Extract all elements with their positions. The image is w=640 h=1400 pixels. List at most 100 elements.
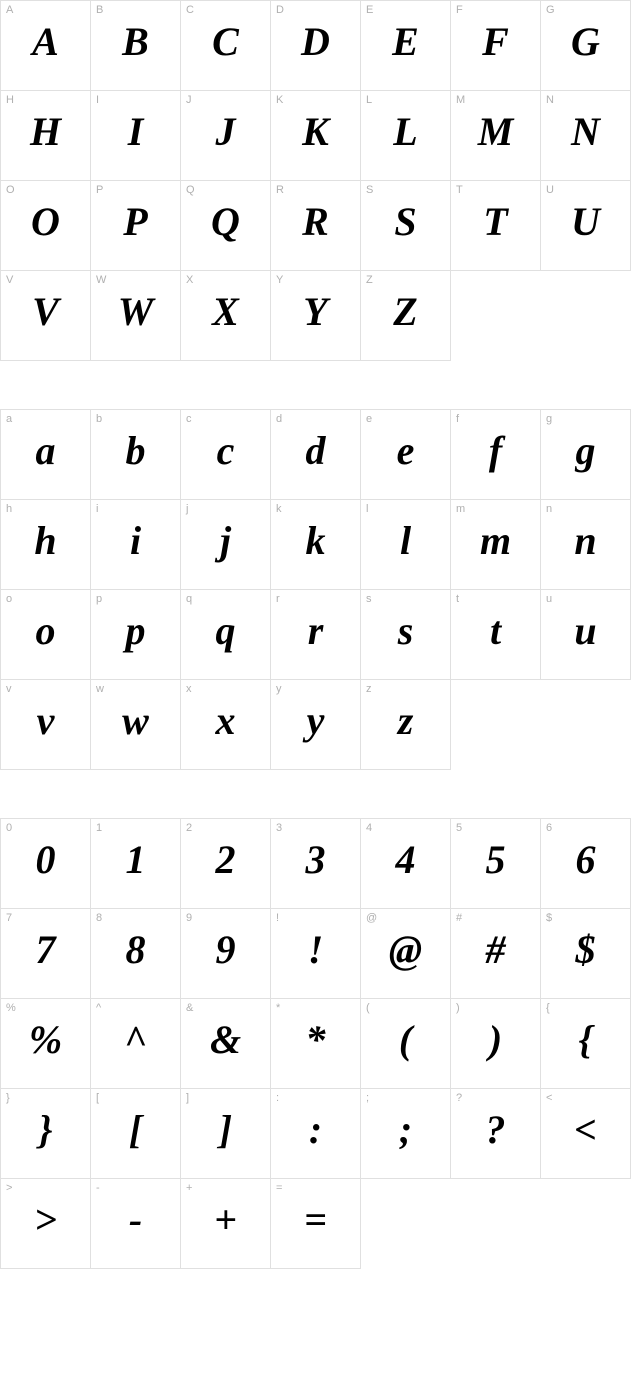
glyph-cell: kk <box>271 500 361 590</box>
glyph-cell: WW <box>91 271 181 361</box>
glyph-cell: zz <box>361 680 451 770</box>
glyph-char: 7 <box>36 930 56 970</box>
glyph-cell: AA <box>1 1 91 91</box>
glyph-cell: %% <box>1 999 91 1089</box>
glyph-cell: >> <box>1 1179 91 1269</box>
glyph-label: 4 <box>366 822 372 834</box>
glyph-cell: nn <box>541 500 631 590</box>
glyph-cell: TT <box>451 181 541 271</box>
glyph-cell: 99 <box>181 909 271 999</box>
glyph-label: I <box>96 94 99 106</box>
glyph-cell: uu <box>541 590 631 680</box>
glyph-char: N <box>571 112 600 152</box>
glyph-cell: OO <box>1 181 91 271</box>
glyph-cell: 00 <box>1 819 91 909</box>
glyph-char: h <box>34 521 56 561</box>
glyph-label: D <box>276 4 284 16</box>
glyph-cell: vv <box>1 680 91 770</box>
glyph-char: I <box>128 112 144 152</box>
glyph-char: 1 <box>126 840 146 880</box>
glyph-label: f <box>456 413 459 425</box>
glyph-char: 0 <box>36 840 56 880</box>
glyph-label: ) <box>456 1002 460 1014</box>
glyph-label: V <box>6 274 13 286</box>
glyph-label: 1 <box>96 822 102 834</box>
glyph-label: m <box>456 503 465 515</box>
glyph-cell: rr <box>271 590 361 680</box>
glyph-char: S <box>394 202 416 242</box>
glyph-char: ; <box>399 1110 412 1150</box>
glyph-char: 2 <box>216 840 236 880</box>
glyph-label: < <box>546 1092 552 1104</box>
glyph-cell: ?? <box>451 1089 541 1179</box>
glyph-cell: ^^ <box>91 999 181 1089</box>
glyph-cell: 88 <box>91 909 181 999</box>
glyph-label: * <box>276 1002 280 1014</box>
glyph-label: q <box>186 593 192 605</box>
glyph-cell: EE <box>361 1 451 91</box>
glyph-label: C <box>186 4 194 16</box>
glyph-label: % <box>6 1002 16 1014</box>
glyph-cell: ff <box>451 410 541 500</box>
glyph-char: K <box>302 112 329 152</box>
glyph-char: - <box>129 1200 142 1240</box>
glyph-cell: 22 <box>181 819 271 909</box>
glyph-char: R <box>302 202 329 242</box>
glyph-char: { <box>579 1020 593 1060</box>
glyph-label: Z <box>366 274 373 286</box>
glyph-label: v <box>6 683 12 695</box>
glyph-cell: ZZ <box>361 271 451 361</box>
glyph-label: c <box>186 413 192 425</box>
glyph-cell: 11 <box>91 819 181 909</box>
glyph-cell: PP <box>91 181 181 271</box>
glyph-section-uppercase: AABBCCDDEEFFGGHHIIJJKKLLMMNNOOPPQQRRSSTT… <box>0 0 640 361</box>
glyph-cell: ++ <box>181 1179 271 1269</box>
glyph-cell: pp <box>91 590 181 680</box>
glyph-label: Q <box>186 184 195 196</box>
glyph-label: 6 <box>546 822 552 834</box>
glyph-char: A <box>32 22 59 62</box>
glyph-char: n <box>574 521 596 561</box>
glyph-cell: xx <box>181 680 271 770</box>
glyph-char: d <box>306 431 326 471</box>
glyph-label: # <box>456 912 462 924</box>
glyph-cell: mm <box>451 500 541 590</box>
glyph-char: q <box>216 611 236 651</box>
glyph-label: > <box>6 1182 12 1194</box>
glyph-label: ] <box>186 1092 189 1104</box>
glyph-label: T <box>456 184 463 196</box>
glyph-char: D <box>301 22 330 62</box>
glyph-cell: [[ <box>91 1089 181 1179</box>
glyph-char: C <box>212 22 239 62</box>
glyph-label: x <box>186 683 192 695</box>
glyph-cell: gg <box>541 410 631 500</box>
glyph-char: r <box>308 611 324 651</box>
glyph-cell: DD <box>271 1 361 91</box>
glyph-cell: hh <box>1 500 91 590</box>
glyph-label: U <box>546 184 554 196</box>
glyph-label: 7 <box>6 912 12 924</box>
glyph-label: 3 <box>276 822 282 834</box>
glyph-char: 4 <box>396 840 416 880</box>
glyph-label: e <box>366 413 372 425</box>
glyph-cell: 33 <box>271 819 361 909</box>
glyph-label: E <box>366 4 373 16</box>
glyph-cell: dd <box>271 410 361 500</box>
glyph-char: t <box>490 611 501 651</box>
glyph-label: G <box>546 4 555 16</box>
glyph-char: l <box>400 521 411 561</box>
glyph-label: h <box>6 503 12 515</box>
glyph-label: K <box>276 94 283 106</box>
glyph-cell: ii <box>91 500 181 590</box>
font-specimen: AABBCCDDEEFFGGHHIIJJKKLLMMNNOOPPQQRRSSTT… <box>0 0 640 1269</box>
glyph-char: Z <box>393 292 417 332</box>
glyph-label: 5 <box>456 822 462 834</box>
glyph-char: M <box>478 112 514 152</box>
glyph-char: 5 <box>486 840 506 880</box>
glyph-char: a <box>36 431 56 471</box>
glyph-section-lowercase: aabbccddeeffgghhiijjkkllmmnnooppqqrrsstt… <box>0 409 640 770</box>
glyph-char: O <box>31 202 60 242</box>
glyph-label: p <box>96 593 102 605</box>
glyph-char: ) <box>489 1020 502 1060</box>
glyph-cell: BB <box>91 1 181 91</box>
